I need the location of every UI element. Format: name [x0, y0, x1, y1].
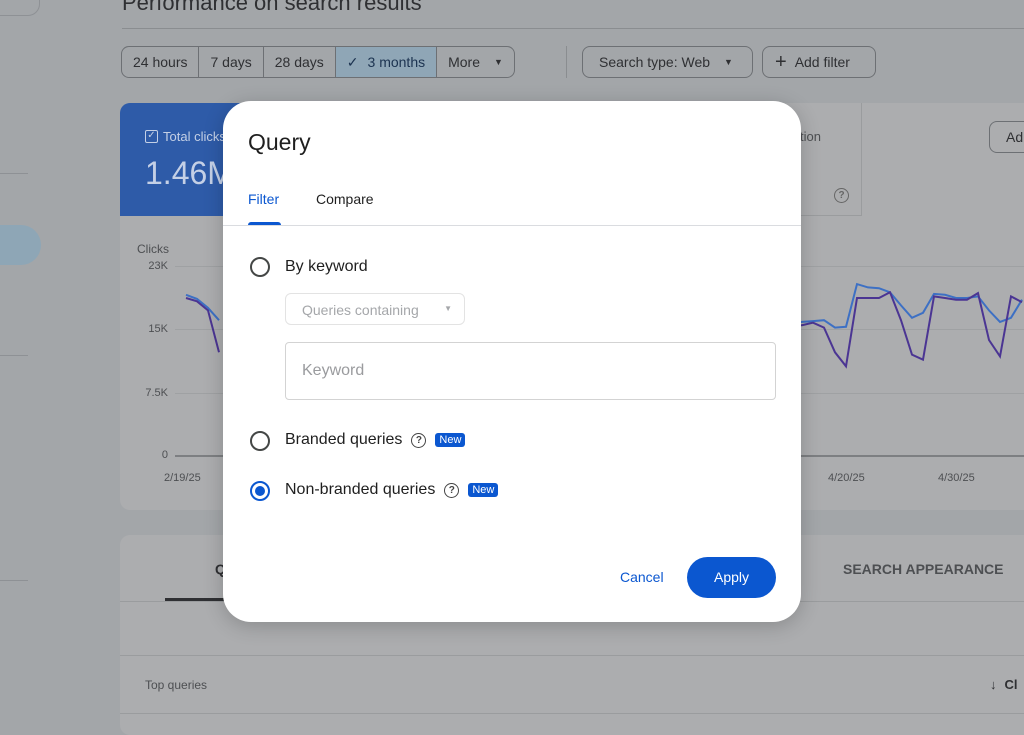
sort-clicks-header[interactable]: ↓ Cl	[990, 677, 1018, 692]
tab-compare[interactable]: Compare	[316, 191, 374, 207]
help-icon[interactable]: ?	[834, 188, 849, 203]
add-filter-button[interactable]: + Add filter	[762, 46, 876, 78]
range-28-days[interactable]: 28 days	[264, 47, 336, 77]
radio-non-branded[interactable]	[250, 481, 270, 501]
divider	[120, 713, 1024, 714]
dialog-title: Query	[248, 129, 311, 155]
tab-indicator	[165, 598, 225, 601]
y-tick: 23K	[148, 260, 168, 272]
x-tick: 4/20/25	[828, 472, 865, 484]
arrow-down-icon: ↓	[990, 677, 997, 692]
apply-button[interactable]: Apply	[687, 557, 776, 598]
sidebar-divider	[0, 173, 28, 174]
tab-queries[interactable]: Q	[215, 561, 226, 577]
sidebar-divider	[0, 355, 28, 356]
range-3-months[interactable]: ✓ 3 months	[335, 47, 438, 77]
series-2-line	[186, 298, 219, 352]
series-1-line	[791, 284, 1022, 328]
non-branded-label: Non-branded queries? New	[285, 481, 499, 499]
x-tick: 2/19/25	[164, 472, 201, 484]
y-axis-label: Clicks	[137, 242, 169, 256]
tab-filter[interactable]: Filter	[248, 191, 280, 207]
dropdown-arrow-icon: ▼	[444, 304, 452, 313]
by-keyword-label: By keyword	[285, 258, 368, 275]
range-more[interactable]: More ▼	[448, 54, 503, 70]
new-badge: New	[468, 483, 499, 497]
right-action-button[interactable]: Ad	[989, 121, 1024, 153]
radio-branded[interactable]	[250, 431, 270, 451]
toolbar-separator	[566, 46, 567, 78]
tab-search-appearance[interactable]: SEARCH APPEARANCE	[843, 561, 1004, 577]
y-tick: 7.5K	[145, 387, 168, 399]
check-icon: ✓	[346, 53, 359, 70]
y-tick: 0	[161, 449, 168, 461]
divider	[120, 655, 1024, 656]
search-type-button[interactable]: Search type: Web ▼	[582, 46, 753, 78]
checkbox-checked-icon[interactable]: ✓	[145, 130, 158, 143]
branded-label: Branded queries? New	[285, 431, 466, 449]
divider	[122, 28, 1024, 29]
sidebar-item-active[interactable]	[0, 225, 41, 265]
divider	[223, 225, 801, 226]
new-badge: New	[435, 433, 466, 447]
plus-icon: +	[775, 51, 787, 73]
y-tick: 15K	[148, 323, 168, 335]
sidebar-divider	[0, 580, 28, 581]
x-tick: 4/30/25	[938, 472, 975, 484]
help-icon[interactable]: ?	[444, 482, 460, 498]
tab-indicator	[248, 222, 281, 225]
match-type-select[interactable]: Queries containing ▼	[285, 293, 465, 325]
range-7-days[interactable]: 7 days	[199, 47, 264, 77]
radio-by-keyword[interactable]	[250, 257, 270, 277]
range-24-hours[interactable]: 24 hours	[122, 47, 200, 77]
cancel-button[interactable]: Cancel	[620, 569, 664, 585]
series-2-line	[791, 292, 1022, 366]
total-clicks-value: 1.46M	[145, 155, 234, 191]
keyword-input[interactable]: Keyword	[285, 342, 776, 400]
page-title: Performance on search results	[122, 0, 422, 15]
series-1-line	[186, 295, 219, 320]
date-range-selector: 24 hours 7 days 28 days ✓ 3 months More ▼	[121, 46, 515, 78]
dropdown-arrow-icon: ▼	[494, 57, 503, 67]
help-icon[interactable]: ?	[411, 432, 427, 448]
query-filter-dialog: Query Filter Compare By keyword Queries …	[223, 101, 801, 622]
top-queries-header: Top queries	[145, 678, 208, 692]
dropdown-arrow-icon: ▼	[724, 57, 733, 67]
